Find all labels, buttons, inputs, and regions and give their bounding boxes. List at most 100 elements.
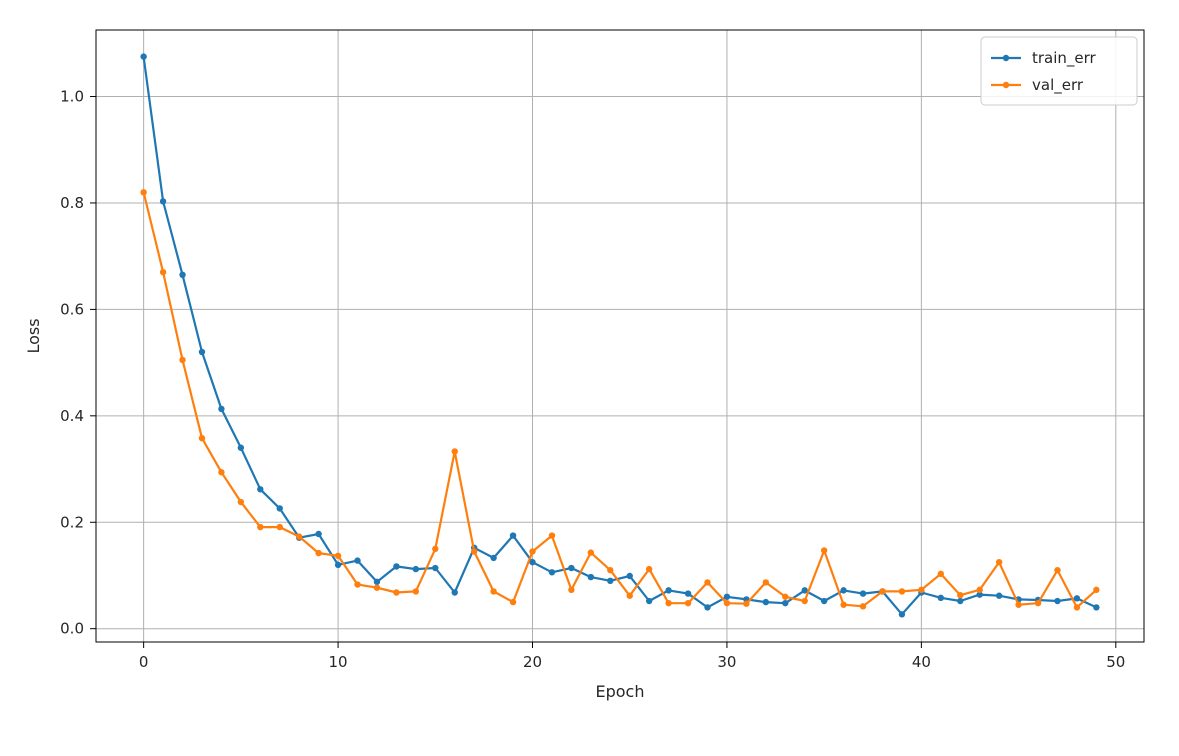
legend-swatch-marker	[1002, 81, 1010, 89]
data-point	[762, 598, 770, 606]
series-line	[142, 192, 1098, 609]
data-point	[859, 590, 867, 597]
data-point	[295, 533, 303, 540]
y-tick-label: 0.0	[60, 620, 84, 638]
data-point	[859, 603, 867, 610]
data-point	[412, 565, 420, 573]
data-point	[976, 591, 983, 598]
legend-label: train_err	[1032, 49, 1097, 68]
data-point	[179, 356, 186, 364]
legend-entry-train-err: train_err	[991, 49, 1097, 68]
legend-frame	[980, 36, 1138, 106]
data-point	[432, 564, 439, 572]
data-point	[432, 545, 439, 553]
data-point	[334, 561, 342, 569]
data-point	[548, 569, 556, 576]
axis-ticks: 0 10 20 30 40 50 0.0 0.2 0.4 0.6 0.8 1.0	[60, 88, 1125, 671]
data-point	[451, 589, 458, 596]
data-point	[782, 593, 789, 600]
data-point	[393, 589, 400, 596]
data-point	[1054, 566, 1061, 574]
data-point	[276, 523, 283, 531]
x-tick-label: 0	[139, 653, 149, 671]
data-point	[937, 570, 945, 578]
data-point	[607, 566, 614, 574]
data-point	[373, 578, 381, 586]
data-point	[801, 597, 808, 605]
data-point	[626, 572, 633, 580]
x-tick-label: 20	[523, 653, 542, 671]
data-point	[743, 600, 750, 607]
data-point	[995, 558, 1003, 566]
data-point	[159, 198, 167, 205]
x-tick-label: 40	[912, 653, 931, 671]
data-point	[257, 523, 264, 531]
data-point	[626, 592, 633, 599]
data-point	[568, 564, 575, 572]
data-point	[1093, 586, 1100, 594]
data-point	[684, 590, 692, 597]
data-point	[490, 588, 497, 595]
data-point	[334, 552, 342, 559]
data-point	[762, 579, 770, 586]
data-point	[587, 573, 595, 581]
data-point	[1073, 595, 1081, 602]
data-point	[976, 586, 983, 594]
data-point	[1015, 601, 1022, 608]
data-point	[840, 601, 847, 608]
series-val-err	[140, 189, 1100, 611]
data-point	[879, 588, 886, 595]
data-point	[276, 505, 283, 512]
legend-swatch-marker	[1002, 54, 1010, 62]
x-tick-label: 50	[1106, 653, 1125, 671]
data-point	[957, 591, 964, 599]
data-point	[412, 588, 420, 595]
data-point	[1093, 604, 1100, 611]
data-point	[198, 348, 206, 356]
y-tick-label: 1.0	[60, 88, 84, 106]
data-point	[801, 587, 808, 594]
data-point	[937, 594, 945, 602]
data-point	[1034, 599, 1042, 607]
data-point	[840, 587, 847, 594]
data-point	[665, 599, 672, 607]
data-point	[820, 597, 828, 605]
data-point	[237, 498, 245, 506]
data-point	[451, 448, 458, 455]
legend: train_err val_err	[980, 36, 1138, 106]
data-point	[645, 597, 653, 605]
data-point	[237, 444, 245, 451]
series-train-err	[140, 53, 1100, 618]
data-point	[218, 405, 225, 413]
data-point	[509, 532, 517, 539]
data-point	[684, 599, 692, 607]
data-point	[645, 565, 653, 573]
data-point	[490, 554, 497, 562]
data-point	[723, 593, 731, 600]
data-point	[587, 549, 595, 556]
y-tick-label: 0.6	[60, 300, 84, 318]
data-point	[1054, 597, 1061, 605]
data-point	[898, 588, 906, 595]
x-tick-label: 10	[329, 653, 348, 671]
data-point	[218, 469, 225, 476]
data-point	[354, 581, 361, 588]
plot-frame	[95, 29, 1145, 643]
data-point	[470, 548, 478, 555]
data-point	[898, 611, 906, 618]
x-axis-label: Epoch	[596, 682, 645, 701]
series-layer	[140, 53, 1100, 618]
x-tick-label: 30	[717, 653, 736, 671]
data-point	[529, 548, 536, 555]
data-point	[179, 271, 186, 278]
data-point	[782, 599, 789, 607]
y-tick-label: 0.8	[60, 194, 84, 212]
data-point	[1073, 604, 1081, 611]
data-point	[315, 549, 322, 557]
data-point	[820, 547, 828, 554]
data-point	[704, 604, 711, 611]
legend-label: val_err	[1032, 76, 1084, 95]
data-point	[140, 189, 147, 196]
data-point	[704, 579, 711, 586]
